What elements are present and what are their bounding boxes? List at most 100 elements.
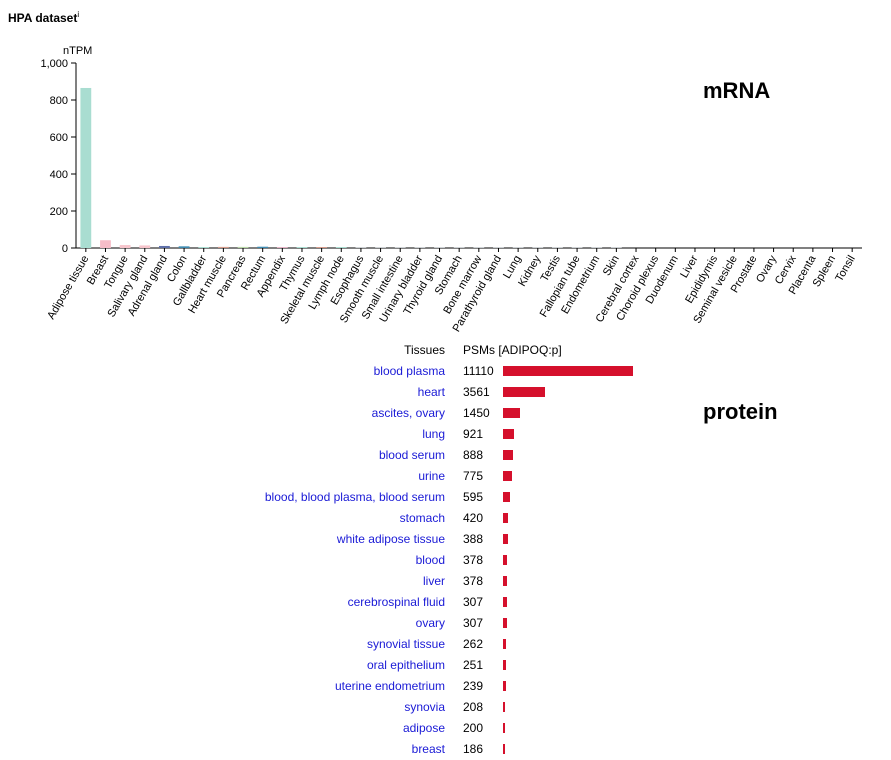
psm-value: 1450: [463, 406, 490, 420]
x-tick-label: Tonsil: [833, 254, 857, 284]
y-tick-label: 600: [50, 132, 68, 144]
table-row: adipose 200: [0, 718, 891, 739]
mrna-bar[interactable]: [237, 246, 249, 248]
psm-bar: [503, 660, 506, 670]
mrna-bar[interactable]: [394, 247, 406, 248]
table-row: heart 3561: [0, 382, 891, 403]
psm-bar: [503, 702, 506, 712]
mrna-bar[interactable]: [571, 247, 583, 248]
table-row: uterine endometrium 239: [0, 676, 891, 697]
mrna-bar[interactable]: [276, 247, 288, 248]
mrna-bar[interactable]: [591, 247, 603, 248]
psm-bar: [503, 492, 510, 502]
tissue-link[interactable]: blood serum: [378, 448, 445, 462]
tissue-link[interactable]: heart: [417, 385, 445, 399]
tissue-link[interactable]: synovia: [404, 700, 445, 714]
tissue-link[interactable]: blood, blood plasma, blood serum: [264, 490, 445, 504]
table-row: blood 378: [0, 550, 891, 571]
mrna-bar[interactable]: [119, 245, 131, 248]
psm-value: 262: [463, 637, 484, 651]
psm-value: 200: [463, 721, 484, 735]
tissue-link[interactable]: white adipose tissue: [336, 532, 445, 546]
info-marker[interactable]: i: [77, 10, 80, 19]
mrna-bar[interactable]: [532, 247, 544, 248]
mrna-bar[interactable]: [217, 246, 229, 248]
mrna-bar[interactable]: [80, 87, 92, 248]
title-text: HPA dataset: [8, 11, 78, 25]
mrna-axes: nTPM 0 200 400 600 800 1,000: [40, 45, 862, 255]
psm-value: 775: [463, 469, 484, 483]
psm-bar: [503, 555, 508, 565]
mrna-bar[interactable]: [355, 247, 367, 248]
mrna-bar[interactable]: [335, 247, 347, 248]
mrna-bar[interactable]: [139, 245, 151, 248]
tissue-link[interactable]: blood plasma: [373, 364, 445, 378]
psm-bar: [503, 744, 506, 754]
mrna-bar[interactable]: [512, 247, 524, 248]
table-row: lung 921: [0, 424, 891, 445]
psm-value: 186: [463, 742, 484, 756]
mrna-bar[interactable]: [178, 246, 190, 248]
psm-bar: [503, 450, 514, 460]
table-row: urine 775: [0, 466, 891, 487]
psm-value: 11110: [463, 364, 494, 378]
x-tick-label: Adipose tissue: [45, 254, 91, 322]
mrna-bar[interactable]: [100, 240, 111, 248]
mrna-bar[interactable]: [316, 247, 328, 248]
psm-bar: [503, 639, 507, 649]
psm-value: 378: [463, 574, 484, 588]
tissue-link[interactable]: liver: [422, 574, 445, 588]
table-row: synovia 208: [0, 697, 891, 718]
mrna-label: mRNA: [703, 78, 771, 103]
psm-value: 307: [463, 616, 484, 630]
psm-value: 208: [463, 700, 484, 714]
table-row: stomach 420: [0, 508, 891, 529]
tissue-link[interactable]: blood: [415, 553, 445, 567]
psm-bar: [503, 387, 545, 397]
table-row: breast 186: [0, 739, 891, 760]
psm-value: 888: [463, 448, 484, 462]
tissue-link[interactable]: urine: [418, 469, 445, 483]
mrna-chart: nTPM 0 200 400 600 800 1,000 Adipose tissueBre…: [40, 45, 862, 334]
table-row: cerebrospinal fluid 307: [0, 592, 891, 613]
tissue-link[interactable]: breast: [411, 742, 445, 756]
tissue-link[interactable]: ascites, ovary: [371, 406, 445, 420]
chart-title: HPA dataseti: [8, 10, 79, 25]
psm-bar: [503, 597, 507, 607]
mrna-bar[interactable]: [473, 247, 485, 248]
psm-value: 3561: [463, 385, 490, 399]
tissue-link[interactable]: ovary: [415, 616, 445, 630]
psm-value: 921: [463, 427, 484, 441]
mrna-bar[interactable]: [610, 247, 622, 248]
tissue-link[interactable]: cerebrospinal fluid: [347, 595, 445, 609]
mrna-bar[interactable]: [198, 247, 210, 248]
mrna-bar[interactable]: [296, 247, 308, 248]
table-row: blood serum 888: [0, 445, 891, 466]
mrna-bar[interactable]: [159, 245, 170, 248]
table-row: liver 378: [0, 571, 891, 592]
protein-label: protein: [703, 399, 778, 424]
psm-bar: [503, 534, 508, 544]
mrna-bar[interactable]: [453, 247, 465, 248]
table-row: blood plasma 11110: [0, 361, 891, 382]
psm-value: 378: [463, 553, 484, 567]
tissue-link[interactable]: lung: [422, 427, 445, 441]
psm-value: 388: [463, 532, 484, 546]
mrna-bar[interactable]: [257, 246, 269, 248]
y-tick-label: 400: [50, 169, 68, 181]
mrna-bar[interactable]: [434, 247, 445, 248]
tissue-link[interactable]: adipose: [402, 721, 445, 735]
tissue-link[interactable]: uterine endometrium: [334, 679, 445, 693]
tissue-link[interactable]: stomach: [399, 511, 445, 525]
table-row: blood, blood plasma, blood serum 595: [0, 487, 891, 508]
mrna-bar[interactable]: [493, 247, 504, 248]
psm-value: 307: [463, 595, 484, 609]
mrna-bar[interactable]: [414, 247, 426, 248]
tissue-link[interactable]: synovial tissue: [366, 637, 445, 651]
mrna-bar[interactable]: [552, 247, 563, 248]
tissue-link[interactable]: oral epithelium: [366, 658, 445, 672]
mrna-bar[interactable]: [375, 247, 386, 248]
y-tick-label: 0: [62, 243, 68, 255]
y-tick-label: 1,000: [40, 58, 68, 70]
